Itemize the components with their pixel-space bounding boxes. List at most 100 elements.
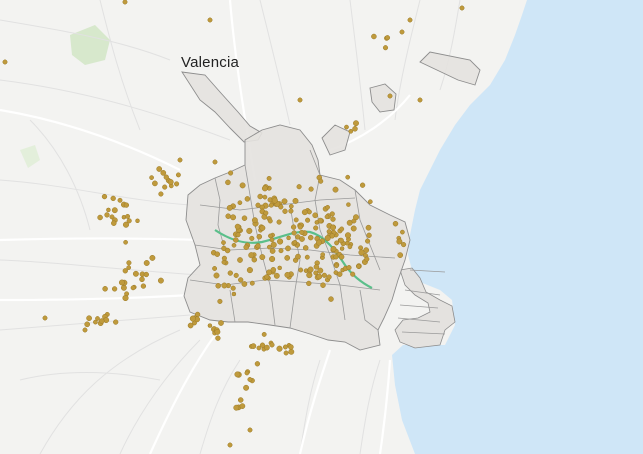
map-point[interactable] [212, 266, 218, 271]
map-point[interactable] [347, 244, 353, 250]
map-point[interactable] [407, 17, 413, 23]
map-point[interactable] [328, 296, 334, 302]
map-point[interactable] [106, 207, 111, 213]
map-point[interactable] [278, 248, 284, 254]
map-point[interactable] [267, 218, 273, 224]
map-point[interactable] [257, 193, 263, 200]
map-point[interactable] [224, 247, 231, 254]
map-point[interactable] [305, 217, 311, 223]
map-point[interactable] [82, 327, 88, 333]
map-point[interactable] [149, 175, 154, 180]
map-point[interactable] [99, 318, 105, 324]
map-point[interactable] [160, 170, 167, 176]
map-point[interactable] [177, 157, 183, 163]
map-point[interactable] [156, 166, 163, 172]
map-point[interactable] [293, 217, 299, 223]
map-point[interactable] [42, 315, 48, 321]
map-point[interactable] [321, 272, 327, 278]
map-point[interactable] [227, 270, 233, 276]
map-point[interactable] [95, 316, 100, 321]
map-point[interactable] [290, 224, 297, 230]
map-point[interactable] [249, 235, 255, 241]
map-point[interactable] [363, 247, 370, 253]
map-point[interactable] [254, 361, 261, 367]
map-point[interactable] [189, 315, 196, 322]
map-point[interactable] [269, 255, 276, 263]
map-point[interactable] [225, 179, 231, 186]
map-point[interactable] [152, 180, 158, 187]
map-point[interactable] [382, 45, 389, 51]
map-point[interactable] [286, 235, 291, 241]
map-point[interactable] [367, 199, 373, 205]
map-point[interactable] [241, 215, 248, 221]
map-point[interactable] [359, 182, 366, 188]
map-point[interactable] [364, 256, 370, 262]
map-point[interactable] [324, 235, 331, 242]
map-point[interactable] [356, 263, 362, 269]
map-point[interactable] [365, 224, 372, 231]
map-point[interactable] [285, 245, 291, 252]
map-point[interactable] [270, 267, 277, 273]
map-point[interactable] [231, 291, 237, 297]
map-point[interactable] [251, 217, 258, 224]
map-point[interactable] [122, 0, 128, 5]
map-point[interactable] [104, 212, 110, 218]
map-point[interactable] [350, 225, 357, 232]
map-point[interactable] [326, 274, 332, 280]
map-point[interactable] [306, 209, 312, 215]
map-point[interactable] [308, 186, 314, 192]
map-point[interactable] [215, 283, 221, 289]
map-point[interactable] [344, 232, 352, 239]
map-point[interactable] [283, 350, 289, 356]
map-point[interactable] [264, 344, 270, 351]
map-point[interactable] [296, 184, 302, 190]
map-point[interactable] [259, 342, 266, 348]
map-point[interactable] [273, 272, 280, 279]
map-point[interactable] [244, 196, 251, 202]
map-point[interactable] [251, 256, 258, 263]
map-point[interactable] [246, 267, 253, 274]
map-point[interactable] [276, 219, 282, 225]
map-point[interactable] [298, 267, 304, 273]
map-point[interactable] [269, 248, 276, 254]
map-point[interactable] [230, 214, 237, 221]
map-point[interactable] [174, 181, 180, 187]
map-point[interactable] [101, 193, 108, 200]
map-point[interactable] [320, 282, 326, 288]
map-point[interactable] [334, 240, 340, 246]
map-point[interactable] [384, 35, 391, 41]
map-point[interactable] [123, 239, 128, 245]
map-point[interactable] [266, 244, 272, 250]
map-point[interactable] [366, 232, 372, 238]
map-point[interactable] [93, 319, 98, 325]
map-point[interactable] [126, 260, 132, 266]
map-point[interactable] [358, 249, 365, 256]
map-point[interactable] [288, 344, 294, 350]
map-point[interactable] [306, 280, 312, 287]
map-point[interactable] [139, 276, 145, 283]
map-point[interactable] [187, 322, 194, 329]
map-point[interactable] [400, 229, 405, 235]
map-point[interactable] [387, 93, 393, 99]
map-point[interactable] [132, 270, 139, 277]
map-point[interactable] [281, 198, 288, 205]
map-point[interactable] [326, 229, 332, 235]
map-point[interactable] [234, 371, 241, 378]
map-point[interactable] [291, 230, 297, 236]
map-point[interactable] [339, 246, 345, 251]
map-point[interactable] [297, 224, 303, 230]
map-point[interactable] [126, 218, 132, 224]
map-point[interactable] [278, 204, 284, 210]
map-point[interactable] [316, 273, 323, 280]
map-point[interactable] [126, 265, 132, 270]
map-point[interactable] [2, 59, 8, 65]
map-point[interactable] [167, 179, 174, 185]
map-point[interactable] [238, 277, 244, 283]
map-point[interactable] [111, 220, 117, 226]
map-point[interactable] [276, 345, 283, 352]
map-point[interactable] [125, 213, 131, 219]
map-point[interactable] [118, 279, 125, 286]
map-point[interactable] [284, 255, 291, 261]
map-point[interactable] [215, 335, 221, 341]
